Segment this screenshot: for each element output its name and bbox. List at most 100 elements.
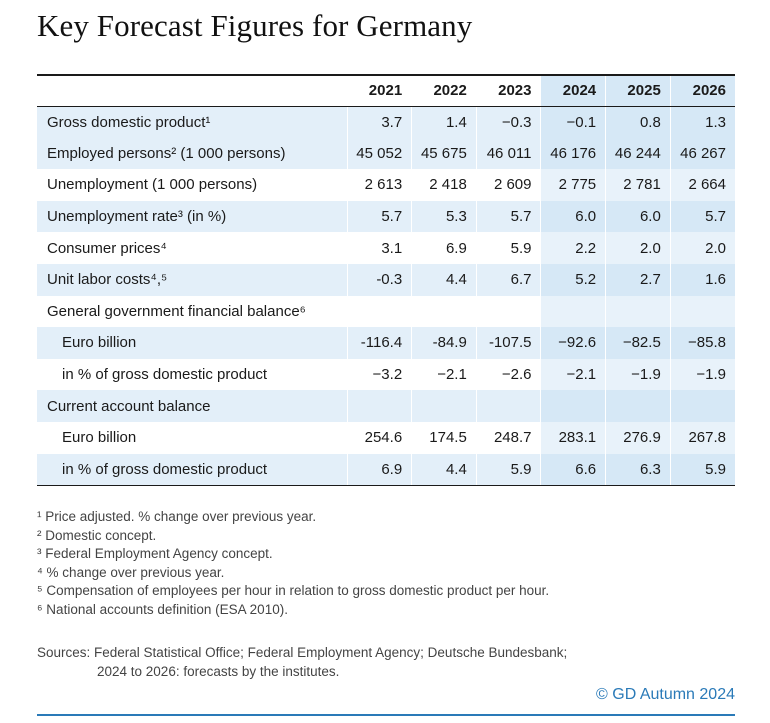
forecast-value-cell: 2.7	[605, 263, 671, 296]
forecast-value-cell	[669, 295, 735, 328]
value-cell: -84.9	[411, 327, 477, 359]
row-label: Euro billion	[62, 429, 137, 447]
forecast-value-cell: 46 176	[540, 137, 606, 170]
forecast-value-cell: −92.6	[540, 327, 606, 359]
year-header-forecast: 2024	[540, 74, 606, 107]
forecast-table-container: 2021 2022 2023 2024 2025 2026 Gross dome…	[37, 74, 735, 486]
forecast-value-cell	[605, 295, 671, 328]
table-row: Euro billion 254.6 174.5 248.7 283.1 276.9 267…	[37, 421, 735, 454]
forecast-value-cell: −2.1	[540, 358, 606, 391]
forecast-value-cell: 276.9	[605, 421, 671, 454]
forecast-value-cell: 5.7	[669, 200, 735, 233]
value-cell: -107.5	[475, 327, 541, 359]
value-cell: 248.7	[475, 421, 541, 454]
row-label: Unit labor costs⁴,⁵	[37, 263, 348, 296]
value-cell	[346, 390, 412, 422]
value-cell: 5.9	[475, 232, 541, 264]
row-label: Current account balance	[37, 390, 348, 422]
value-cell: -0.3	[346, 263, 412, 296]
table-row: in % of gross domestic product 6.9 4.4 5.9 6…	[37, 453, 735, 486]
value-cell	[346, 295, 412, 328]
value-cell: 5.7	[475, 200, 541, 233]
row-label: General government financial balance⁶	[47, 302, 306, 320]
forecast-table: 2021 2022 2023 2024 2025 2026 Gross dome…	[37, 74, 735, 486]
forecast-value-cell: 2 664	[669, 169, 735, 201]
table-row: Employed persons² (1 000 persons) 45 052 4…	[37, 137, 735, 170]
forecast-value-cell	[605, 390, 671, 422]
value-cell: 174.5	[411, 421, 477, 454]
table-row: Consumer prices⁴ 3.1 6.9 5.9 2.2 2.0 2.0	[37, 232, 735, 264]
row-label: in % of gross domestic product	[62, 366, 268, 384]
bottom-divider	[37, 714, 735, 716]
table-row: Unemployment rate³ (in %) 5.7 5.3 5.7 6.0 6.0…	[37, 200, 735, 233]
footnote: ⁶ National accounts definition (ESA 2010…	[37, 601, 288, 617]
forecast-value-cell: 6.6	[540, 453, 606, 486]
table-row: Unit labor costs⁴,⁵ -0.3 4.4 6.7 5.2 2.7 1.6	[37, 263, 735, 296]
forecast-value-cell: 1.3	[669, 106, 735, 138]
row-label: Gross domestic product¹	[37, 106, 348, 138]
row-label: Employed persons² (1 000 persons)	[37, 137, 348, 170]
forecast-value-cell: 0.8	[605, 106, 671, 138]
footnote: ³ Federal Employment Agency concept.	[37, 546, 273, 562]
value-cell: −3.2	[346, 358, 412, 391]
row-label: in % of gross domestic product	[37, 453, 348, 486]
value-cell: 6.9	[411, 232, 477, 264]
value-cell: 46 011	[475, 137, 541, 170]
year-header: 2021	[346, 74, 412, 107]
value-cell: 2 418	[411, 169, 477, 201]
value-cell: 4.4	[411, 453, 477, 486]
copyright-label: © GD Autumn 2024	[596, 686, 735, 703]
forecast-value-cell: 6.0	[540, 200, 606, 233]
table-header-row: 2021 2022 2023 2024 2025 2026	[37, 74, 735, 107]
footnotes: ¹ Price adjusted. % change over previous…	[37, 508, 549, 620]
value-cell: 2 609	[475, 169, 541, 201]
year-header: 2023	[475, 74, 541, 107]
year-header-forecast: 2025	[605, 74, 671, 107]
forecast-value-cell: 2.0	[605, 232, 671, 264]
value-cell: 2 613	[346, 169, 412, 201]
forecast-value-cell: −1.9	[669, 358, 735, 391]
row-label: Consumer prices⁴	[47, 239, 167, 257]
value-cell: 3.1	[346, 232, 412, 264]
footnote: ² Domestic concept.	[37, 527, 157, 543]
forecast-value-cell: 2 781	[605, 169, 671, 201]
table-row: in % of gross domestic product −3.2 −2.1 −2…	[37, 358, 735, 391]
forecast-value-cell: 2.2	[540, 232, 606, 264]
sources-line: 2024 to 2026: forecasts by the institute…	[97, 663, 340, 679]
forecast-value-cell: 46 244	[605, 137, 671, 170]
value-cell: 5.7	[346, 200, 412, 233]
sources-line: Sources: Federal Statistical Office; Fed…	[37, 645, 568, 660]
forecast-value-cell: 2 775	[540, 169, 606, 201]
table-body: Gross domestic product¹ 3.7 1.4 −0.3 −0.1 0.8…	[37, 106, 735, 486]
forecast-value-cell: 283.1	[540, 421, 606, 454]
forecast-value-cell: 5.2	[540, 263, 606, 296]
forecast-value-cell: −0.1	[540, 106, 606, 138]
value-cell: −2.1	[411, 358, 477, 391]
value-cell: −0.3	[475, 106, 541, 138]
forecast-value-cell: −85.8	[669, 327, 735, 359]
value-cell	[475, 390, 541, 422]
row-label: Unemployment (1 000 persons)	[47, 176, 258, 194]
value-cell: 5.9	[475, 453, 541, 486]
row-label: Unemployment rate³ (in %)	[37, 200, 348, 233]
value-cell	[411, 295, 477, 328]
forecast-value-cell: 6.3	[605, 453, 671, 486]
page-title: Key Forecast Figures for Germany	[37, 8, 473, 43]
row-label: Euro billion	[37, 327, 348, 359]
value-cell: 4.4	[411, 263, 477, 296]
table-row: Euro billion -116.4 -84.9 -107.5 −92.6 −82.5−…	[37, 327, 735, 359]
forecast-value-cell	[540, 295, 606, 328]
value-cell: −2.6	[475, 358, 541, 391]
value-cell: 6.7	[475, 263, 541, 296]
value-cell: 6.9	[346, 453, 412, 486]
table-row: Gross domestic product¹ 3.7 1.4 −0.3 −0.1 0.8…	[37, 106, 735, 138]
value-cell: 45 675	[411, 137, 477, 170]
footnote: ¹ Price adjusted. % change over previous…	[37, 509, 317, 524]
forecast-value-cell: 267.8	[669, 421, 735, 454]
value-cell: 3.7	[346, 106, 412, 138]
value-cell: 254.6	[346, 421, 412, 454]
forecast-value-cell: 6.0	[605, 200, 671, 233]
value-cell	[475, 295, 541, 328]
forecast-value-cell: 1.6	[669, 263, 735, 296]
footnote: ⁵ Compensation of employees per hour in …	[37, 583, 550, 599]
